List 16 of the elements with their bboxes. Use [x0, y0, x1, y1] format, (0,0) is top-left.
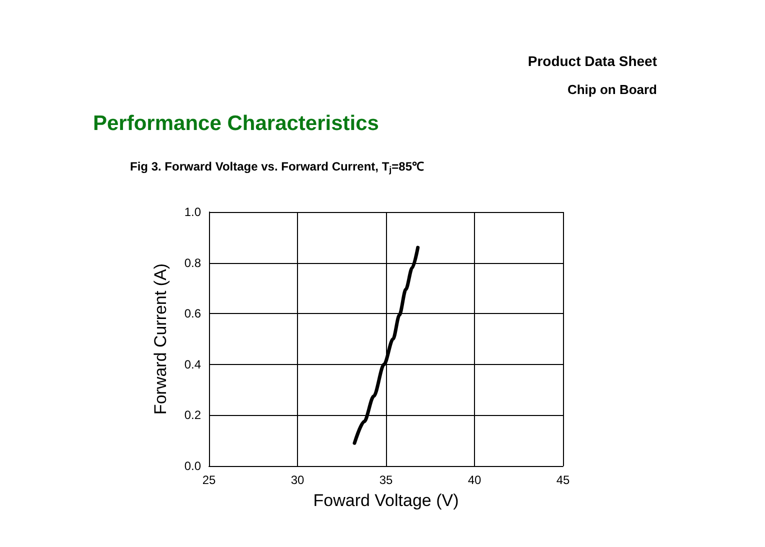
- x-tick-label: 35: [379, 473, 393, 487]
- y-tick-label: 1.0: [184, 205, 202, 219]
- x-axis-title: Foward Voltage (V): [313, 491, 459, 510]
- y-tick-label: 0.8: [184, 256, 202, 270]
- text: Product Data Sheet: [528, 53, 658, 69]
- y-tick-label: 0.4: [184, 357, 202, 372]
- x-tick-label: 40: [468, 473, 482, 487]
- chart-title: Performance Characteristics: [93, 112, 379, 135]
- y-tick-label: 0.6: [184, 306, 202, 321]
- y-axis-title: Forward Current (A): [151, 263, 170, 415]
- y-tick-label: 0.0: [184, 459, 202, 473]
- x-tick-label: 25: [202, 473, 216, 487]
- text: Chip on Board: [567, 82, 658, 97]
- x-tick-label: 30: [290, 473, 304, 487]
- y-tick-label: 0.2: [184, 408, 202, 422]
- x-tick-label: 45: [556, 473, 570, 487]
